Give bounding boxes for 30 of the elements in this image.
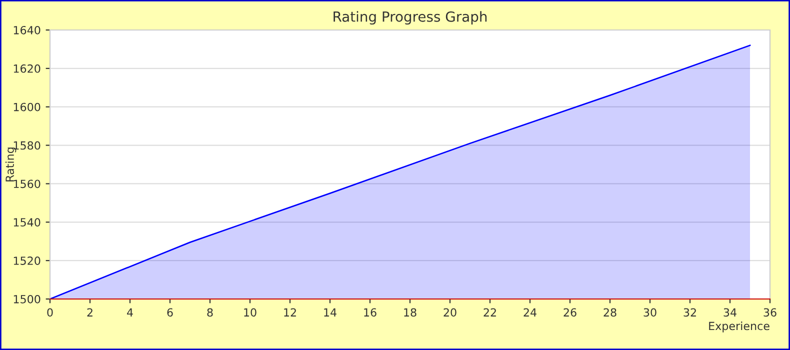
x-tick-label: 4 (127, 308, 133, 316)
y-tick-label: 1520 (14, 256, 40, 265)
x-tick-label: 22 (484, 308, 496, 316)
chart-title: Rating Progress Graph (334, 11, 487, 25)
x-tick-label: 2 (87, 308, 92, 316)
x-axis-title: Experience (709, 322, 770, 332)
y-tick-label: 1600 (14, 102, 40, 112)
x-tick-label: 36 (764, 308, 776, 317)
y-tick-label: 1580 (14, 141, 40, 150)
y-tick-label: 1540 (14, 218, 40, 227)
x-tick-label: 28 (604, 308, 616, 317)
x-tick-label: 20 (444, 308, 456, 317)
x-tick-label: 18 (404, 308, 416, 317)
y-axis-title: Rating (5, 148, 16, 182)
x-tick-label: 14 (324, 308, 336, 316)
x-tick-label: 24 (524, 308, 536, 316)
x-tick-label: 16 (364, 308, 376, 317)
x-tick-label: 34 (724, 308, 736, 317)
y-tick-label: 1620 (14, 64, 40, 73)
x-tick-label: 0 (47, 308, 53, 317)
y-tick-label: 1500 (14, 294, 40, 304)
x-tick-label: 12 (284, 308, 296, 316)
x-tick-label: 6 (167, 308, 173, 317)
x-tick-label: 26 (564, 308, 576, 317)
x-tick-label: 10 (244, 308, 256, 317)
x-tick-label: 30 (644, 308, 656, 317)
x-tick-label: 32 (684, 308, 696, 317)
x-tick-label: 8 (207, 308, 213, 317)
y-tick-label: 1560 (14, 180, 40, 188)
y-tick-label: 1640 (14, 26, 40, 34)
